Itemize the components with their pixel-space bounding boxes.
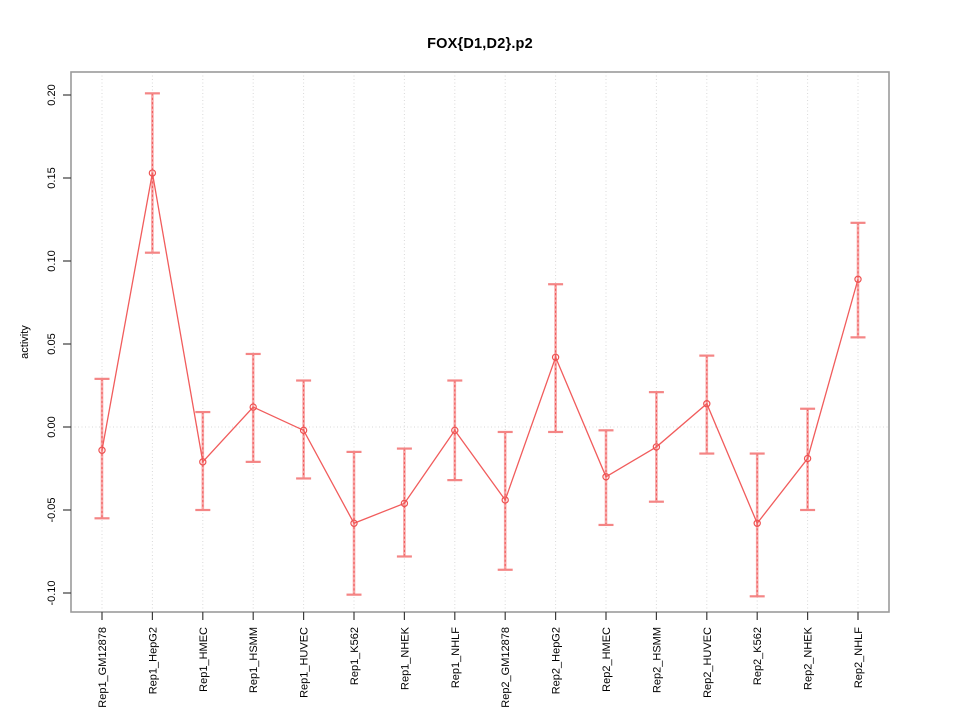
data-point-marker bbox=[400, 499, 409, 508]
y-tick-label: 0.15 bbox=[46, 167, 58, 188]
x-category-label: Rep2_HepG2 bbox=[551, 627, 563, 694]
data-point-marker bbox=[249, 403, 257, 411]
data-point-marker bbox=[703, 400, 711, 408]
data-point-marker bbox=[803, 454, 812, 463]
data-point-marker bbox=[854, 275, 862, 283]
data-point-marker bbox=[551, 353, 560, 361]
x-category-label: Rep1_HSMM bbox=[248, 627, 260, 693]
data-point-marker bbox=[451, 426, 459, 435]
y-tick-label: -0.05 bbox=[46, 497, 58, 522]
x-category-label: Rep1_HUVEC bbox=[299, 627, 311, 698]
data-point-marker bbox=[501, 496, 509, 504]
x-category-label: Rep1_NHLF bbox=[450, 627, 462, 688]
data-point-marker bbox=[602, 473, 610, 481]
chart-title: FOX{D1,D2}.p2 bbox=[427, 36, 533, 52]
x-category-label: Rep1_K562 bbox=[349, 627, 361, 685]
data-point-marker bbox=[350, 519, 358, 527]
y-tick-label: 0.00 bbox=[46, 416, 58, 437]
x-category-label: Rep1_GM12878 bbox=[97, 627, 109, 708]
y-tick-label: 0.10 bbox=[46, 250, 58, 271]
x-category-label: Rep2_HUVEC bbox=[702, 627, 714, 698]
x-category-label: Rep2_HMEC bbox=[601, 627, 613, 692]
x-category-label: Rep1_HepG2 bbox=[147, 627, 159, 694]
plot-frame bbox=[70, 71, 890, 613]
y-tick-label: -0.10 bbox=[46, 580, 58, 605]
x-category-label: Rep1_NHEK bbox=[399, 626, 411, 690]
data-point-marker bbox=[98, 446, 106, 454]
y-tick-label: 0.20 bbox=[46, 84, 58, 105]
y-tick-label: 0.05 bbox=[46, 333, 58, 354]
data-point-marker bbox=[148, 169, 157, 177]
x-category-label: Rep2_HSMM bbox=[651, 627, 663, 693]
data-point-marker bbox=[753, 519, 761, 527]
series-line bbox=[101, 172, 859, 525]
x-category-label: Rep2_K562 bbox=[752, 627, 764, 685]
data-point-marker bbox=[299, 426, 308, 435]
x-category-label: Rep2_NHLF bbox=[853, 627, 865, 688]
x-category-label: Rep2_NHEK bbox=[803, 626, 815, 690]
x-category-label: Rep2_GM12878 bbox=[500, 627, 512, 708]
data-point-marker bbox=[199, 458, 207, 466]
data-point-marker bbox=[652, 443, 661, 451]
x-category-label: Rep1_HMEC bbox=[198, 627, 210, 692]
y-axis-label: activity bbox=[19, 325, 31, 359]
